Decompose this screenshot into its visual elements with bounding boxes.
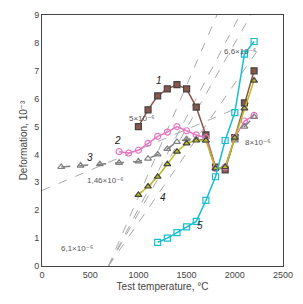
svg-text:500: 500 (83, 270, 98, 280)
svg-text:1: 1 (156, 75, 162, 86)
svg-text:3: 3 (34, 177, 39, 187)
svg-text:8×10⁻⁶: 8×10⁻⁶ (245, 138, 271, 147)
svg-text:Deformation, 10⁻³: Deformation, 10⁻³ (18, 100, 29, 180)
svg-text:4: 4 (160, 192, 166, 203)
svg-text:5: 5 (34, 122, 39, 132)
svg-text:1500: 1500 (177, 270, 197, 280)
svg-text:6: 6 (34, 94, 39, 104)
svg-text:2500: 2500 (273, 270, 293, 280)
svg-text:6,1×10⁻⁶: 6,1×10⁻⁶ (61, 244, 93, 253)
svg-text:1,46×10⁻⁶: 1,46×10⁻⁶ (87, 176, 124, 185)
svg-text:Test temperature, °C: Test temperature, °C (117, 281, 209, 292)
svg-text:6,6×10⁻⁶: 6,6×10⁻⁶ (224, 47, 256, 56)
svg-text:7: 7 (34, 66, 39, 76)
svg-text:8: 8 (34, 38, 39, 48)
svg-text:0: 0 (34, 261, 39, 271)
svg-text:3: 3 (87, 152, 93, 163)
svg-text:5: 5 (197, 220, 203, 231)
svg-text:2: 2 (114, 135, 121, 146)
svg-text:1: 1 (34, 233, 39, 243)
svg-text:2: 2 (34, 205, 39, 215)
svg-text:9: 9 (34, 10, 39, 20)
svg-text:4: 4 (34, 150, 39, 160)
svg-text:1000: 1000 (128, 270, 148, 280)
svg-text:0: 0 (39, 270, 44, 280)
svg-text:2000: 2000 (225, 270, 245, 280)
svg-text:5×10⁻⁶: 5×10⁻⁶ (129, 114, 155, 123)
